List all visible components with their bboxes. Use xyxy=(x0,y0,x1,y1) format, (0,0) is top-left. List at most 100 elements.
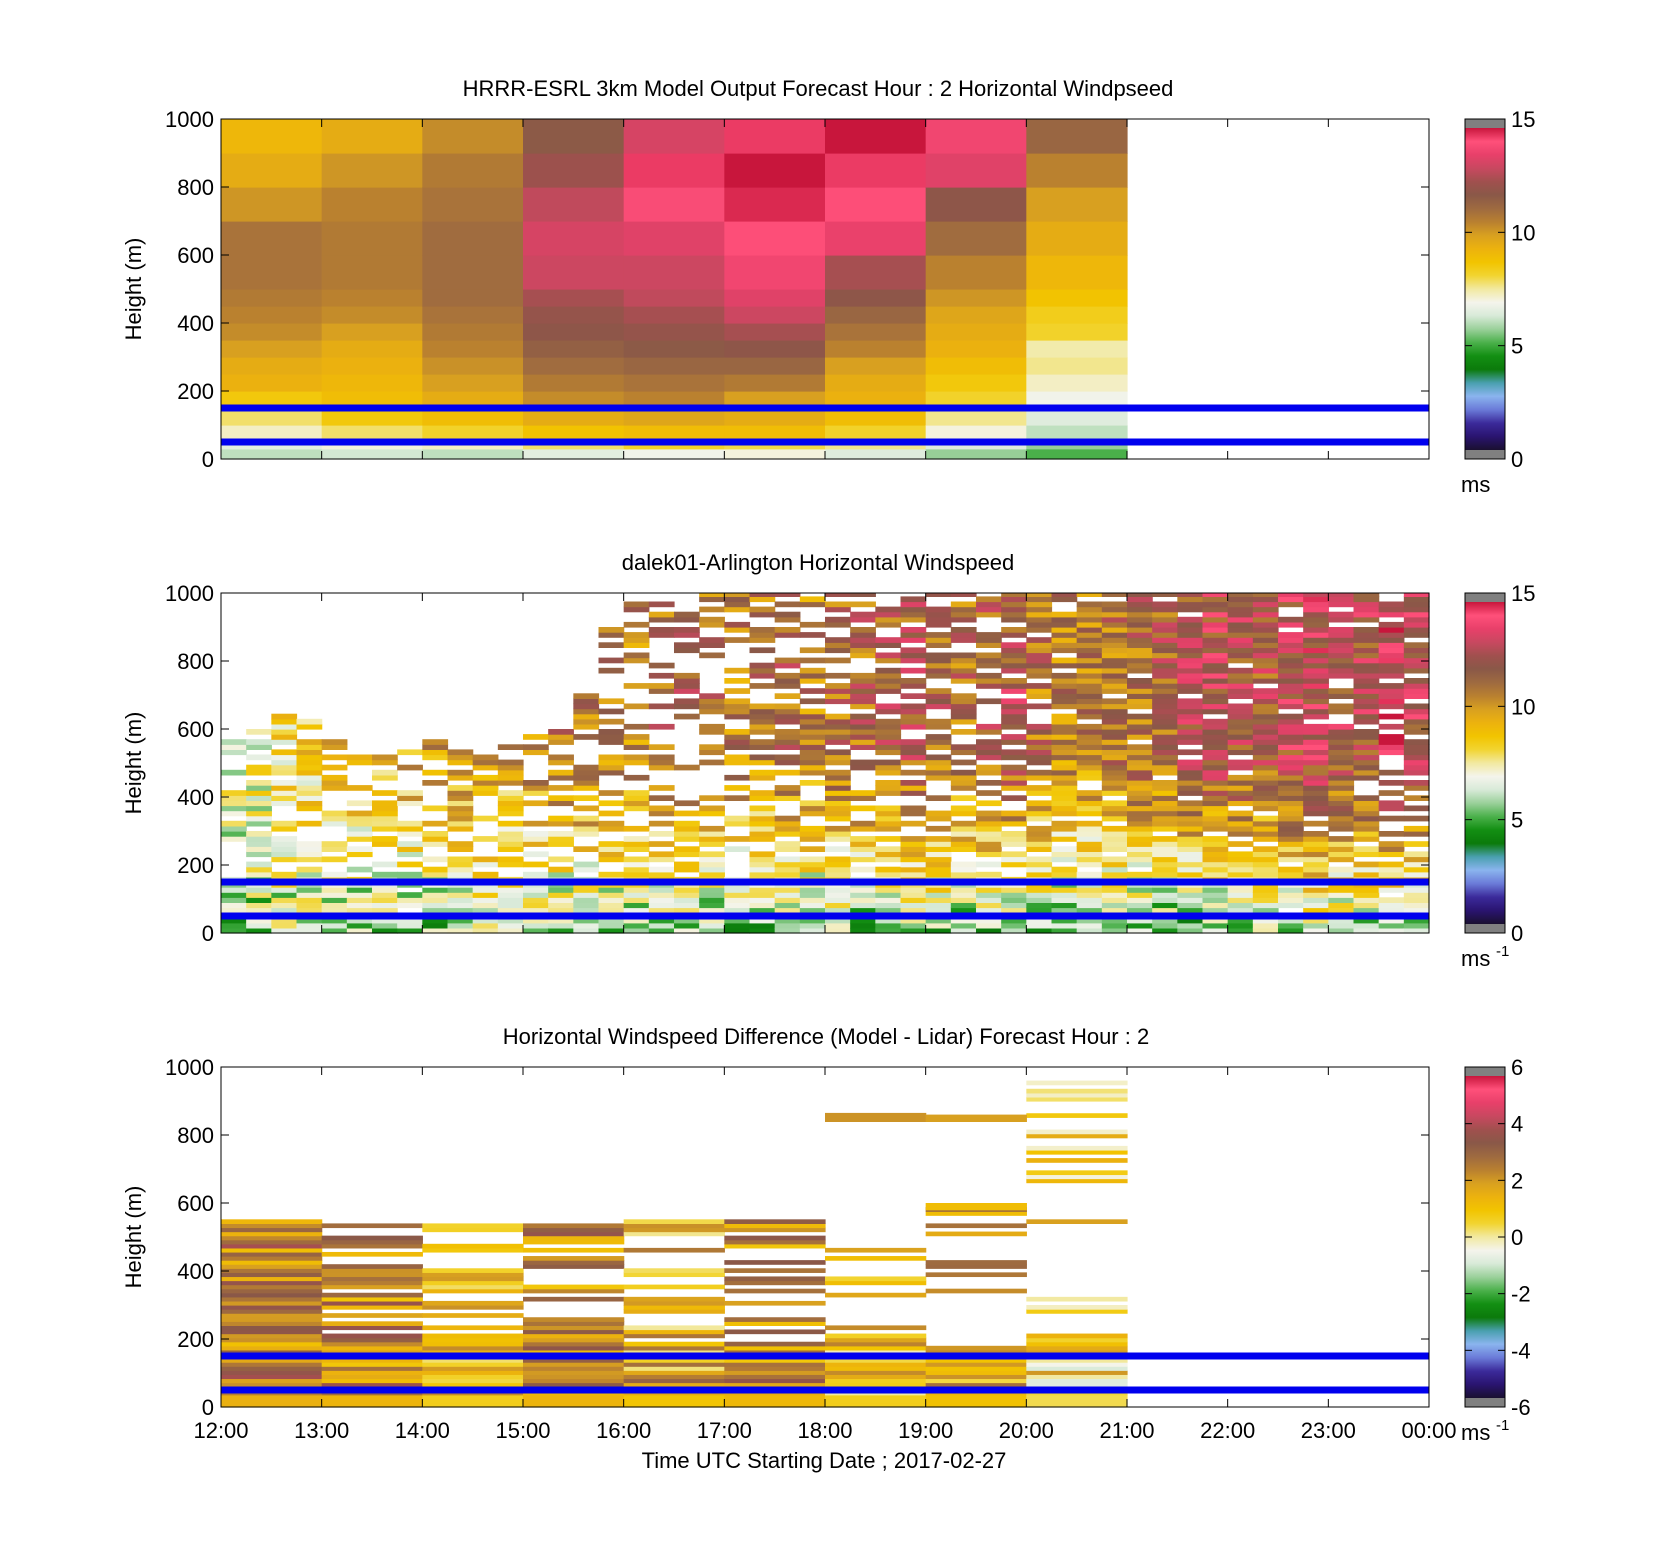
heatmap-cell xyxy=(296,902,323,909)
heatmap-cell xyxy=(548,734,574,740)
heatmap-cell xyxy=(699,621,725,628)
heatmap-cell xyxy=(1026,907,1053,914)
heatmap-cell xyxy=(422,1358,524,1363)
heatmap-cell xyxy=(523,1341,625,1347)
heatmap-cell xyxy=(221,1292,323,1298)
heatmap-cell xyxy=(1051,764,1078,771)
heatmap-cell xyxy=(1076,805,1103,812)
colorbar-gradient xyxy=(1465,602,1505,924)
heatmap-cell xyxy=(825,1358,927,1363)
heatmap-cell xyxy=(1152,744,1178,750)
heatmap-cell xyxy=(296,800,323,807)
heatmap-cell xyxy=(623,1366,725,1371)
heatmap-cell xyxy=(925,723,952,730)
heatmap-cell xyxy=(850,734,876,740)
heatmap-cell xyxy=(523,408,625,426)
heatmap-cell xyxy=(1403,667,1430,674)
heatmap-cell xyxy=(523,119,625,154)
heatmap-cell xyxy=(900,902,927,909)
heatmap-cell xyxy=(799,729,826,735)
heatmap-cell xyxy=(1303,652,1329,659)
heatmap-cell xyxy=(1202,688,1229,694)
heatmap-cell xyxy=(1378,647,1405,654)
heatmap-cell xyxy=(1177,820,1204,827)
heatmap-cell xyxy=(1328,856,1355,863)
heatmap-cell xyxy=(623,448,725,460)
colorbar-tick-label: 0 xyxy=(1511,447,1523,472)
heatmap-cell xyxy=(1026,846,1053,852)
heatmap-cell xyxy=(1303,820,1329,827)
heatmap-cell xyxy=(799,678,826,684)
heatmap-cell xyxy=(221,391,323,409)
heatmap-cell xyxy=(1026,616,1053,623)
heatmap-cell xyxy=(1353,836,1380,842)
heatmap-cell xyxy=(1227,871,1254,878)
heatmap-cell xyxy=(447,754,474,761)
heatmap-cell xyxy=(976,769,1002,776)
heatmap-cell xyxy=(674,627,700,633)
heatmap-cell xyxy=(1177,652,1204,659)
heatmap-cell xyxy=(1001,831,1027,837)
heatmap-cell xyxy=(472,861,499,868)
heatmap-cell xyxy=(1177,708,1204,715)
heatmap-cell xyxy=(1353,917,1380,924)
heatmap-cell xyxy=(648,754,675,761)
heatmap-cell xyxy=(1403,621,1430,628)
heatmap-cell xyxy=(749,708,776,715)
heatmap-cell xyxy=(1328,642,1355,648)
heatmap-cell xyxy=(1303,637,1329,643)
heatmap-cell xyxy=(1127,810,1153,817)
heatmap-cell xyxy=(1227,683,1254,689)
heatmap-cell xyxy=(1202,667,1229,674)
heatmap-cell xyxy=(875,805,902,812)
heatmap-cell xyxy=(1051,729,1078,735)
heatmap-cell xyxy=(1101,718,1128,725)
heatmap-cell xyxy=(1101,892,1128,898)
heatmap-cell xyxy=(749,606,776,613)
heatmap-cell xyxy=(774,718,801,725)
heatmap-cell xyxy=(724,703,751,710)
heatmap-cell xyxy=(1051,621,1078,628)
heatmap-cell xyxy=(925,1370,1027,1375)
heatmap-cell xyxy=(1303,902,1329,909)
heatmap-cell xyxy=(925,1223,1027,1229)
heatmap-cell xyxy=(1328,611,1355,618)
heatmap-cell xyxy=(1403,749,1430,756)
heatmap-cell xyxy=(1378,815,1405,822)
heatmap-cell xyxy=(900,810,927,817)
heatmap-cell xyxy=(548,769,574,776)
heatmap-cell xyxy=(497,927,524,934)
heatmap-cell xyxy=(497,831,524,837)
heatmap-cell xyxy=(523,897,549,903)
heatmap-cell xyxy=(1127,652,1153,659)
heatmap-cell xyxy=(799,825,826,832)
heatmap-cell xyxy=(1403,744,1430,750)
heatmap-cell xyxy=(799,708,826,715)
heatmap-cell xyxy=(1101,831,1128,837)
heatmap-cell xyxy=(1202,611,1229,618)
heatmap-cell xyxy=(623,1268,725,1273)
heatmap-cell xyxy=(976,815,1002,822)
heatmap-cell xyxy=(1101,759,1128,766)
heatmap-cell xyxy=(976,723,1002,730)
heatmap-cell xyxy=(321,897,348,903)
heatmap-cell xyxy=(1252,871,1279,878)
heatmap-cell xyxy=(950,907,977,914)
heatmap-cell xyxy=(1101,657,1128,664)
heatmap-cell xyxy=(598,841,625,847)
heatmap-cell xyxy=(976,800,1002,807)
heatmap-cell xyxy=(1127,698,1153,705)
heatmap-cell xyxy=(925,1402,1027,1408)
heatmap-cell xyxy=(1127,749,1153,756)
heatmap-cell xyxy=(1026,1174,1128,1180)
heatmap-cell xyxy=(573,713,600,720)
heatmap-cell xyxy=(1303,708,1329,715)
heatmap-cell xyxy=(900,917,927,924)
heatmap-cell xyxy=(1353,601,1380,608)
heatmap-cell xyxy=(825,647,851,654)
heatmap-cell xyxy=(1026,221,1128,256)
heatmap-cell xyxy=(1227,647,1254,654)
heatmap-cell xyxy=(1026,662,1053,669)
colorbar-unit-exponent: -1 xyxy=(1496,1417,1509,1434)
heatmap-cell xyxy=(321,187,423,222)
